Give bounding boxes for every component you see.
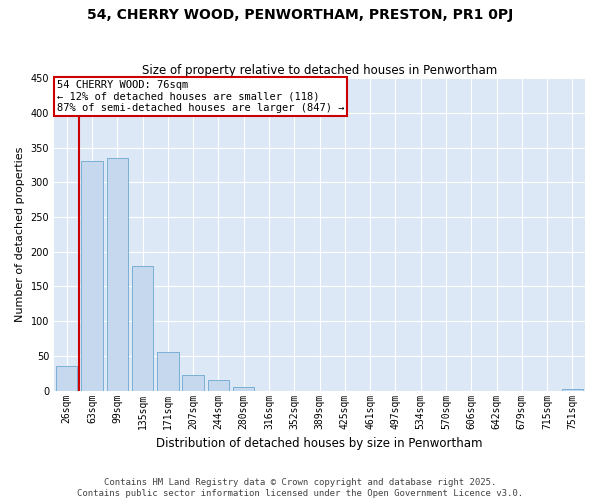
Text: Contains HM Land Registry data © Crown copyright and database right 2025.
Contai: Contains HM Land Registry data © Crown c… [77, 478, 523, 498]
Bar [107, 158, 128, 390]
Text: 54, CHERRY WOOD, PENWORTHAM, PRESTON, PR1 0PJ: 54, CHERRY WOOD, PENWORTHAM, PRESTON, PR… [87, 8, 513, 22]
Bar [182, 374, 204, 390]
Text: 54 CHERRY WOOD: 76sqm
← 12% of detached houses are smaller (118)
87% of semi-det: 54 CHERRY WOOD: 76sqm ← 12% of detached … [56, 80, 344, 113]
X-axis label: Distribution of detached houses by size in Penwortham: Distribution of detached houses by size … [156, 437, 483, 450]
Bar [208, 380, 229, 390]
Title: Size of property relative to detached houses in Penwortham: Size of property relative to detached ho… [142, 64, 497, 77]
Bar [132, 266, 153, 390]
Bar [157, 352, 179, 391]
Y-axis label: Number of detached properties: Number of detached properties [15, 146, 25, 322]
Bar [56, 366, 77, 390]
Bar [81, 162, 103, 390]
Bar [233, 387, 254, 390]
